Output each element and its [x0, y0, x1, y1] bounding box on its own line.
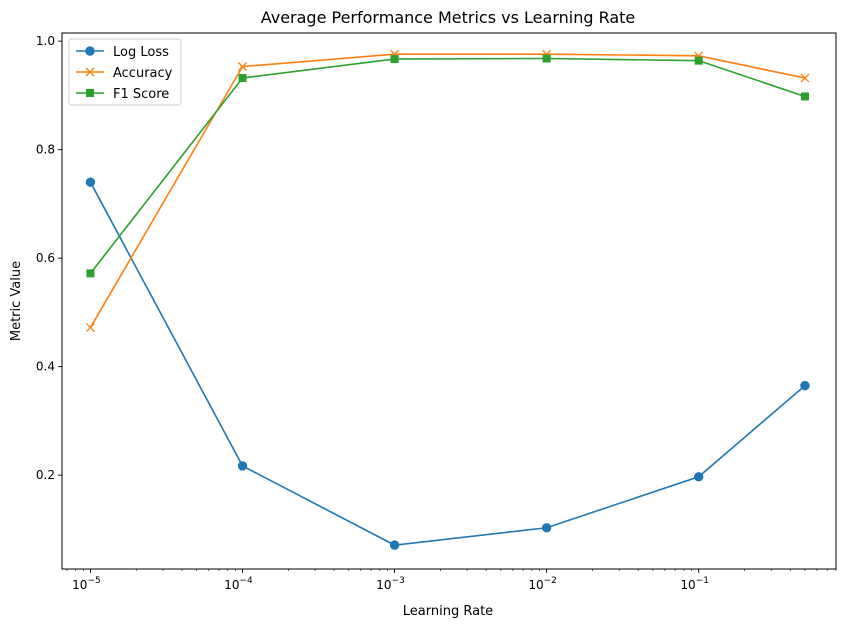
legend-label: Accuracy: [113, 66, 173, 81]
legend-label: Log Loss: [113, 45, 169, 60]
data-point: [541, 523, 552, 533]
legend-item: F1 Score: [76, 87, 169, 102]
y-axis: 0.2 0.4 0.6 0.8 1.0: [36, 34, 62, 482]
x-axis-label: Learning Rate: [403, 604, 493, 619]
data-point: [390, 55, 399, 64]
marker-stroke: [85, 323, 95, 333]
series-f1-score: [86, 54, 809, 278]
data-point: [238, 62, 247, 72]
data-point: [86, 269, 95, 278]
data-point: [85, 67, 95, 77]
data-point: [694, 56, 703, 65]
y-tick-label: 0.8: [36, 143, 55, 157]
data-point: [800, 380, 810, 391]
x-tick-label: 10−5: [72, 576, 101, 592]
data-point: [86, 89, 94, 97]
data-point: [238, 74, 247, 83]
series-line-f1-score: [89, 57, 806, 274]
data-point: [693, 472, 704, 482]
y-tick-label: 0.4: [36, 360, 55, 374]
plot-content: [85, 49, 810, 550]
data-point: [800, 73, 810, 83]
x-tick-label: 10−3: [376, 576, 405, 592]
series-line-log-loss: [89, 181, 806, 546]
legend: Log Loss Accuracy F1 Score: [68, 38, 182, 106]
y-tick-label: 1.0: [36, 34, 55, 48]
series-accuracy: [85, 49, 810, 333]
legend-item: Log Loss: [76, 45, 169, 60]
marker-stroke: [238, 62, 247, 72]
legend-box: [68, 38, 182, 106]
x-tick-label: 10−2: [528, 576, 557, 592]
y-tick-label: 0.6: [36, 251, 55, 265]
data-point: [800, 92, 809, 101]
plot-frame: [61, 32, 837, 570]
series-line-accuracy: [89, 53, 806, 328]
data-point: [542, 54, 551, 63]
x-tick-label: 10−1: [680, 576, 709, 592]
data-point: [85, 323, 95, 333]
data-point: [85, 177, 96, 187]
legend-label: F1 Score: [113, 87, 169, 102]
data-point: [237, 461, 248, 471]
x-axis: 10−5 10−4 10−3 10−2 10−1: [66, 569, 837, 592]
marker-stroke: [85, 67, 95, 77]
legend-item: Accuracy: [76, 66, 173, 81]
y-axis-label: Metric Value: [9, 261, 24, 341]
data-point: [389, 540, 400, 550]
x-tick-label: 10−4: [224, 576, 253, 592]
data-point: [85, 46, 95, 56]
chart-title: Average Performance Metrics vs Learning …: [261, 8, 636, 27]
series-log-loss: [85, 177, 810, 550]
y-tick-label: 0.2: [36, 468, 55, 482]
marker-stroke: [800, 73, 810, 83]
